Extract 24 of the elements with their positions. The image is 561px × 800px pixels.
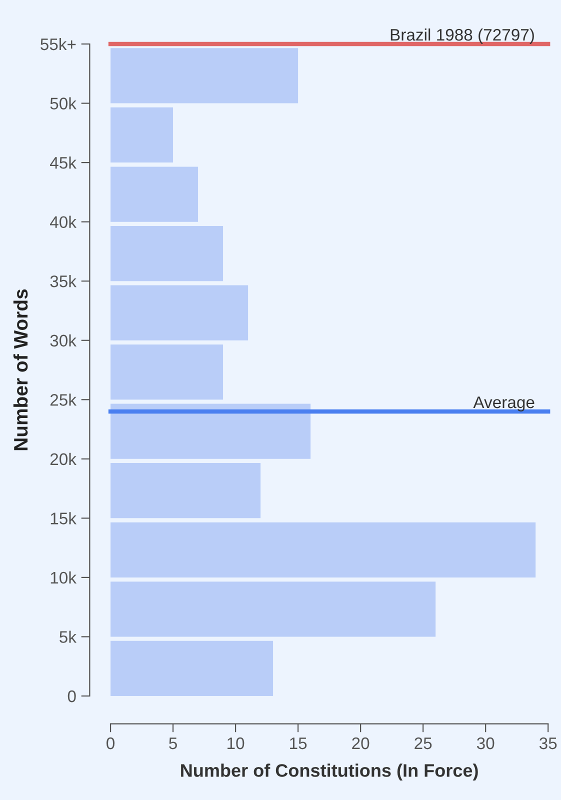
x-tick-label: 10 bbox=[228, 737, 244, 750]
y-tick-label: 25k bbox=[50, 394, 77, 406]
ref-line-label: Brazil 1988 (72797) bbox=[390, 28, 534, 44]
y-tick-label: 10k bbox=[50, 571, 77, 584]
ref-line-label: Average bbox=[473, 396, 534, 412]
y-tick-label: 45k bbox=[50, 156, 77, 169]
x-axis-title: Number of Constitutions (In Force) bbox=[181, 764, 478, 780]
y-tick-label: 20k bbox=[50, 452, 77, 466]
x-tick-label: 5 bbox=[169, 738, 177, 750]
x-tick-label: 15 bbox=[290, 738, 307, 750]
y-tick-label: 35k bbox=[50, 275, 77, 288]
x-tick-label: 35 bbox=[539, 737, 557, 750]
y-tick-label: 15k bbox=[50, 512, 77, 524]
y-tick-label: 5k bbox=[60, 630, 77, 643]
x-tick-label: 30 bbox=[476, 737, 494, 750]
y-tick-label: 55k+ bbox=[40, 38, 76, 50]
y-axis-title: Number of Words bbox=[13, 289, 28, 450]
x-tick-label: 25 bbox=[414, 737, 432, 750]
y-tick-label: 30k bbox=[50, 334, 77, 347]
x-tick-label: 20 bbox=[352, 737, 370, 750]
x-tick-label: 0 bbox=[106, 737, 114, 750]
y-tick-label: 0 bbox=[68, 690, 76, 702]
y-tick-label: 50k bbox=[50, 97, 77, 110]
y-tick-label: 40k bbox=[50, 216, 77, 228]
